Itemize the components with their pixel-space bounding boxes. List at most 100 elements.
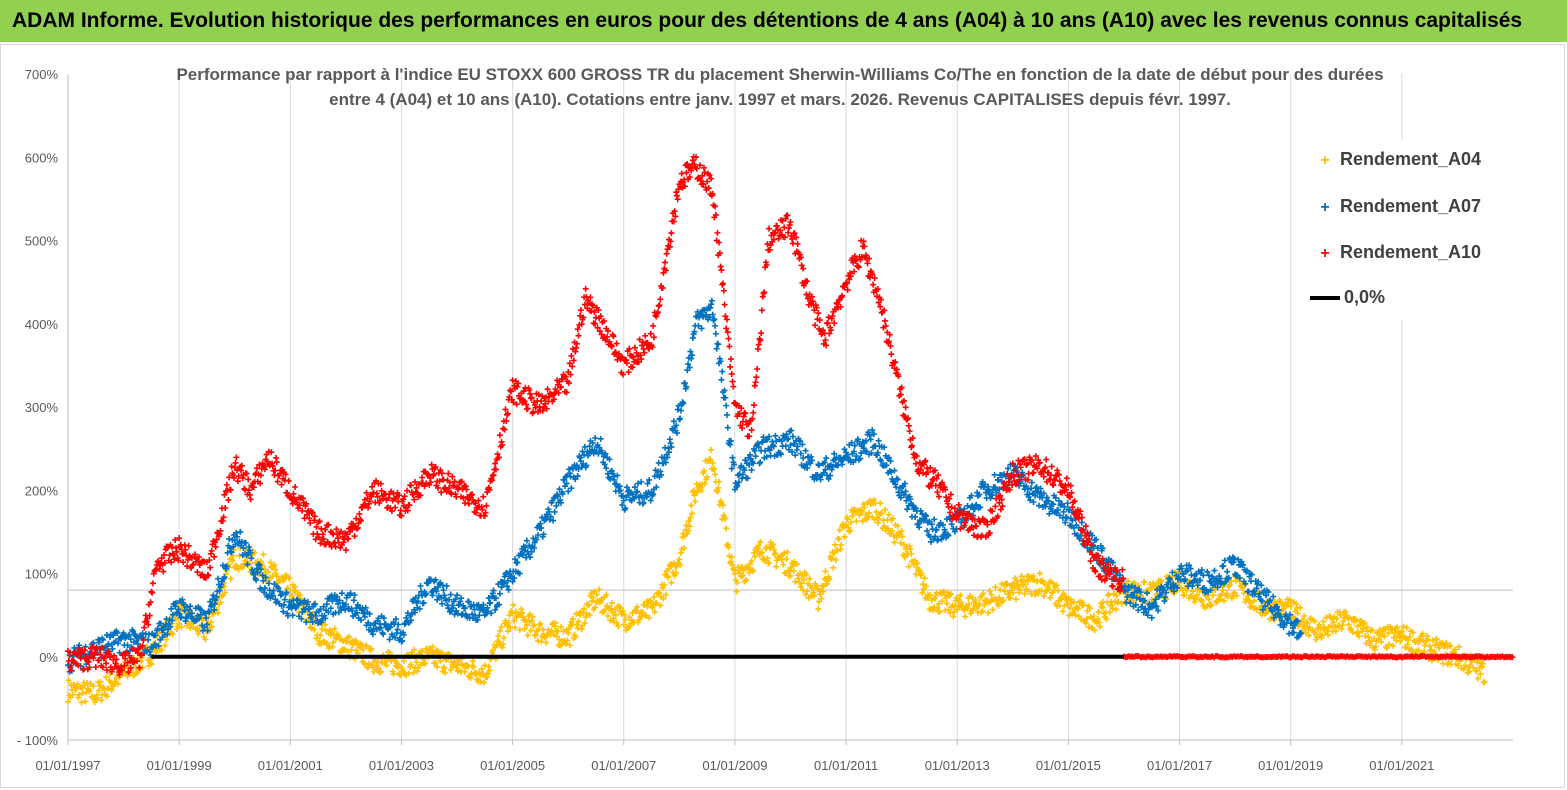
point-rendement-a04 bbox=[288, 593, 295, 600]
point-rendement-a04 bbox=[229, 557, 236, 564]
point-rendement-a04 bbox=[634, 603, 641, 610]
point-rendement-a04 bbox=[689, 510, 696, 517]
point-rendement-a04 bbox=[410, 669, 417, 676]
point-rendement-a04 bbox=[773, 563, 780, 570]
point-rendement-a04 bbox=[481, 679, 488, 686]
point-rendement-a04 bbox=[1190, 588, 1197, 595]
point-rendement-a04 bbox=[1006, 588, 1013, 595]
point-rendement-a04 bbox=[498, 623, 505, 630]
point-rendement-a04 bbox=[918, 570, 925, 577]
point-rendement-a04 bbox=[820, 588, 827, 595]
point-rendement-a07 bbox=[280, 602, 287, 609]
point-rendement-a04 bbox=[764, 555, 771, 562]
point-rendement-a07 bbox=[496, 601, 503, 608]
point-rendement-a04 bbox=[178, 624, 185, 631]
point-rendement-a07 bbox=[334, 593, 341, 600]
point-rendement-a07 bbox=[450, 605, 457, 612]
point-rendement-a04 bbox=[806, 575, 813, 582]
point-rendement-a10 bbox=[274, 478, 281, 485]
point-rendement-a04 bbox=[574, 625, 581, 632]
point-rendement-a07 bbox=[124, 642, 131, 649]
point-rendement-a04 bbox=[1011, 585, 1018, 592]
point-rendement-a04 bbox=[661, 582, 668, 589]
point-rendement-a04 bbox=[292, 583, 299, 590]
point-rendement-a04 bbox=[763, 543, 770, 550]
point-rendement-a04 bbox=[607, 617, 614, 624]
point-rendement-a10 bbox=[748, 427, 755, 434]
point-rendement-a04 bbox=[643, 612, 649, 619]
point-rendement-a07 bbox=[533, 536, 540, 543]
point-rendement-a07 bbox=[511, 556, 518, 563]
point-rendement-a04 bbox=[1316, 621, 1323, 628]
point-rendement-a07 bbox=[528, 548, 535, 555]
point-rendement-a04 bbox=[542, 639, 549, 646]
point-rendement-a07 bbox=[1258, 582, 1265, 589]
point-rendement-a04 bbox=[891, 539, 898, 546]
point-rendement-a04 bbox=[989, 606, 996, 613]
point-rendement-a04 bbox=[1113, 592, 1120, 599]
point-rendement-a04 bbox=[1479, 660, 1486, 667]
point-rendement-a04 bbox=[995, 602, 1002, 609]
point-rendement-a04 bbox=[324, 641, 331, 648]
point-rendement-a07 bbox=[320, 603, 327, 610]
legend-label-a04: Rendement_A04 bbox=[1340, 149, 1482, 169]
point-rendement-a07 bbox=[440, 587, 447, 594]
point-rendement-a10 bbox=[1048, 463, 1055, 470]
point-rendement-a07 bbox=[172, 599, 179, 606]
point-rendement-a04 bbox=[1066, 612, 1073, 619]
point-rendement-a07 bbox=[380, 631, 387, 638]
point-rendement-a04 bbox=[447, 666, 454, 673]
point-rendement-a07 bbox=[516, 570, 523, 577]
point-rendement-a04 bbox=[1000, 597, 1007, 604]
point-rendement-a04 bbox=[496, 627, 503, 634]
point-rendement-a04 bbox=[317, 632, 324, 639]
point-rendement-a07 bbox=[298, 615, 305, 622]
point-rendement-a04 bbox=[383, 662, 390, 669]
point-rendement-a04 bbox=[558, 623, 565, 630]
point-rendement-a04 bbox=[835, 536, 842, 543]
point-rendement-a04 bbox=[734, 579, 741, 586]
point-rendement-a04 bbox=[395, 661, 402, 668]
point-rendement-a10 bbox=[211, 553, 218, 560]
point-rendement-a04 bbox=[1431, 648, 1438, 655]
point-rendement-a07 bbox=[1220, 562, 1227, 569]
x-tick-label: 01/01/2017 bbox=[1147, 758, 1212, 773]
point-rendement-a04 bbox=[411, 646, 418, 653]
point-rendement-a04 bbox=[816, 598, 823, 605]
point-rendement-a04 bbox=[469, 658, 476, 665]
point-rendement-a04 bbox=[1018, 573, 1025, 580]
point-rendement-a04 bbox=[1194, 591, 1201, 598]
point-rendement-a04 bbox=[230, 552, 237, 559]
point-rendement-a04 bbox=[346, 633, 353, 640]
point-rendement-a07 bbox=[420, 599, 427, 606]
point-rendement-a04 bbox=[1305, 632, 1312, 639]
point-rendement-a04 bbox=[554, 628, 561, 635]
point-rendement-a04 bbox=[897, 540, 904, 547]
point-rendement-a04 bbox=[390, 671, 397, 678]
point-rendement-a04 bbox=[1363, 640, 1370, 647]
point-rendement-a07 bbox=[259, 572, 266, 579]
point-rendement-a04 bbox=[1086, 605, 1093, 612]
point-rendement-a07 bbox=[712, 330, 719, 337]
point-rendement-a10 bbox=[1063, 475, 1070, 482]
point-rendement-a04 bbox=[1094, 615, 1101, 622]
point-rendement-a04 bbox=[847, 527, 854, 534]
point-rendement-a04 bbox=[90, 682, 97, 689]
point-rendement-a07 bbox=[317, 606, 324, 613]
point-rendement-a04 bbox=[739, 572, 746, 579]
point-rendement-a04 bbox=[826, 576, 833, 583]
point-rendement-a04 bbox=[815, 605, 822, 612]
point-rendement-a10 bbox=[753, 374, 760, 381]
point-rendement-a04 bbox=[822, 568, 829, 575]
point-rendement-a04 bbox=[1240, 590, 1247, 597]
point-rendement-a04 bbox=[784, 549, 791, 556]
point-rendement-a10 bbox=[508, 388, 515, 395]
point-rendement-a04 bbox=[572, 634, 579, 641]
point-rendement-a04 bbox=[1340, 618, 1347, 625]
point-rendement-a07 bbox=[519, 552, 526, 559]
point-rendement-a04 bbox=[804, 588, 811, 595]
point-rendement-a07 bbox=[206, 609, 213, 616]
point-rendement-a04 bbox=[1074, 605, 1081, 612]
point-rendement-a04 bbox=[641, 601, 648, 608]
point-rendement-a10 bbox=[222, 505, 229, 512]
